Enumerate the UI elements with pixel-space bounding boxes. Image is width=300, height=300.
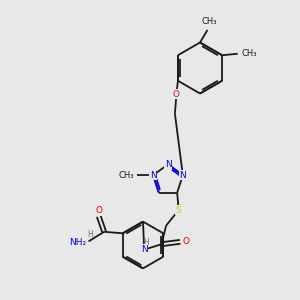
Text: CH₃: CH₃ [241, 49, 257, 58]
Text: N: N [141, 245, 148, 254]
Text: O: O [173, 90, 180, 99]
Text: CH₃: CH₃ [201, 17, 217, 26]
Text: S: S [176, 206, 182, 214]
Text: N: N [150, 171, 157, 180]
Text: N: N [179, 171, 186, 180]
Text: CH₃: CH₃ [119, 171, 134, 180]
Text: N: N [165, 160, 171, 169]
Text: H: H [143, 238, 148, 247]
Text: H: H [87, 230, 93, 239]
Text: O: O [182, 237, 189, 246]
Text: O: O [95, 206, 102, 215]
Text: NH₂: NH₂ [69, 238, 86, 247]
